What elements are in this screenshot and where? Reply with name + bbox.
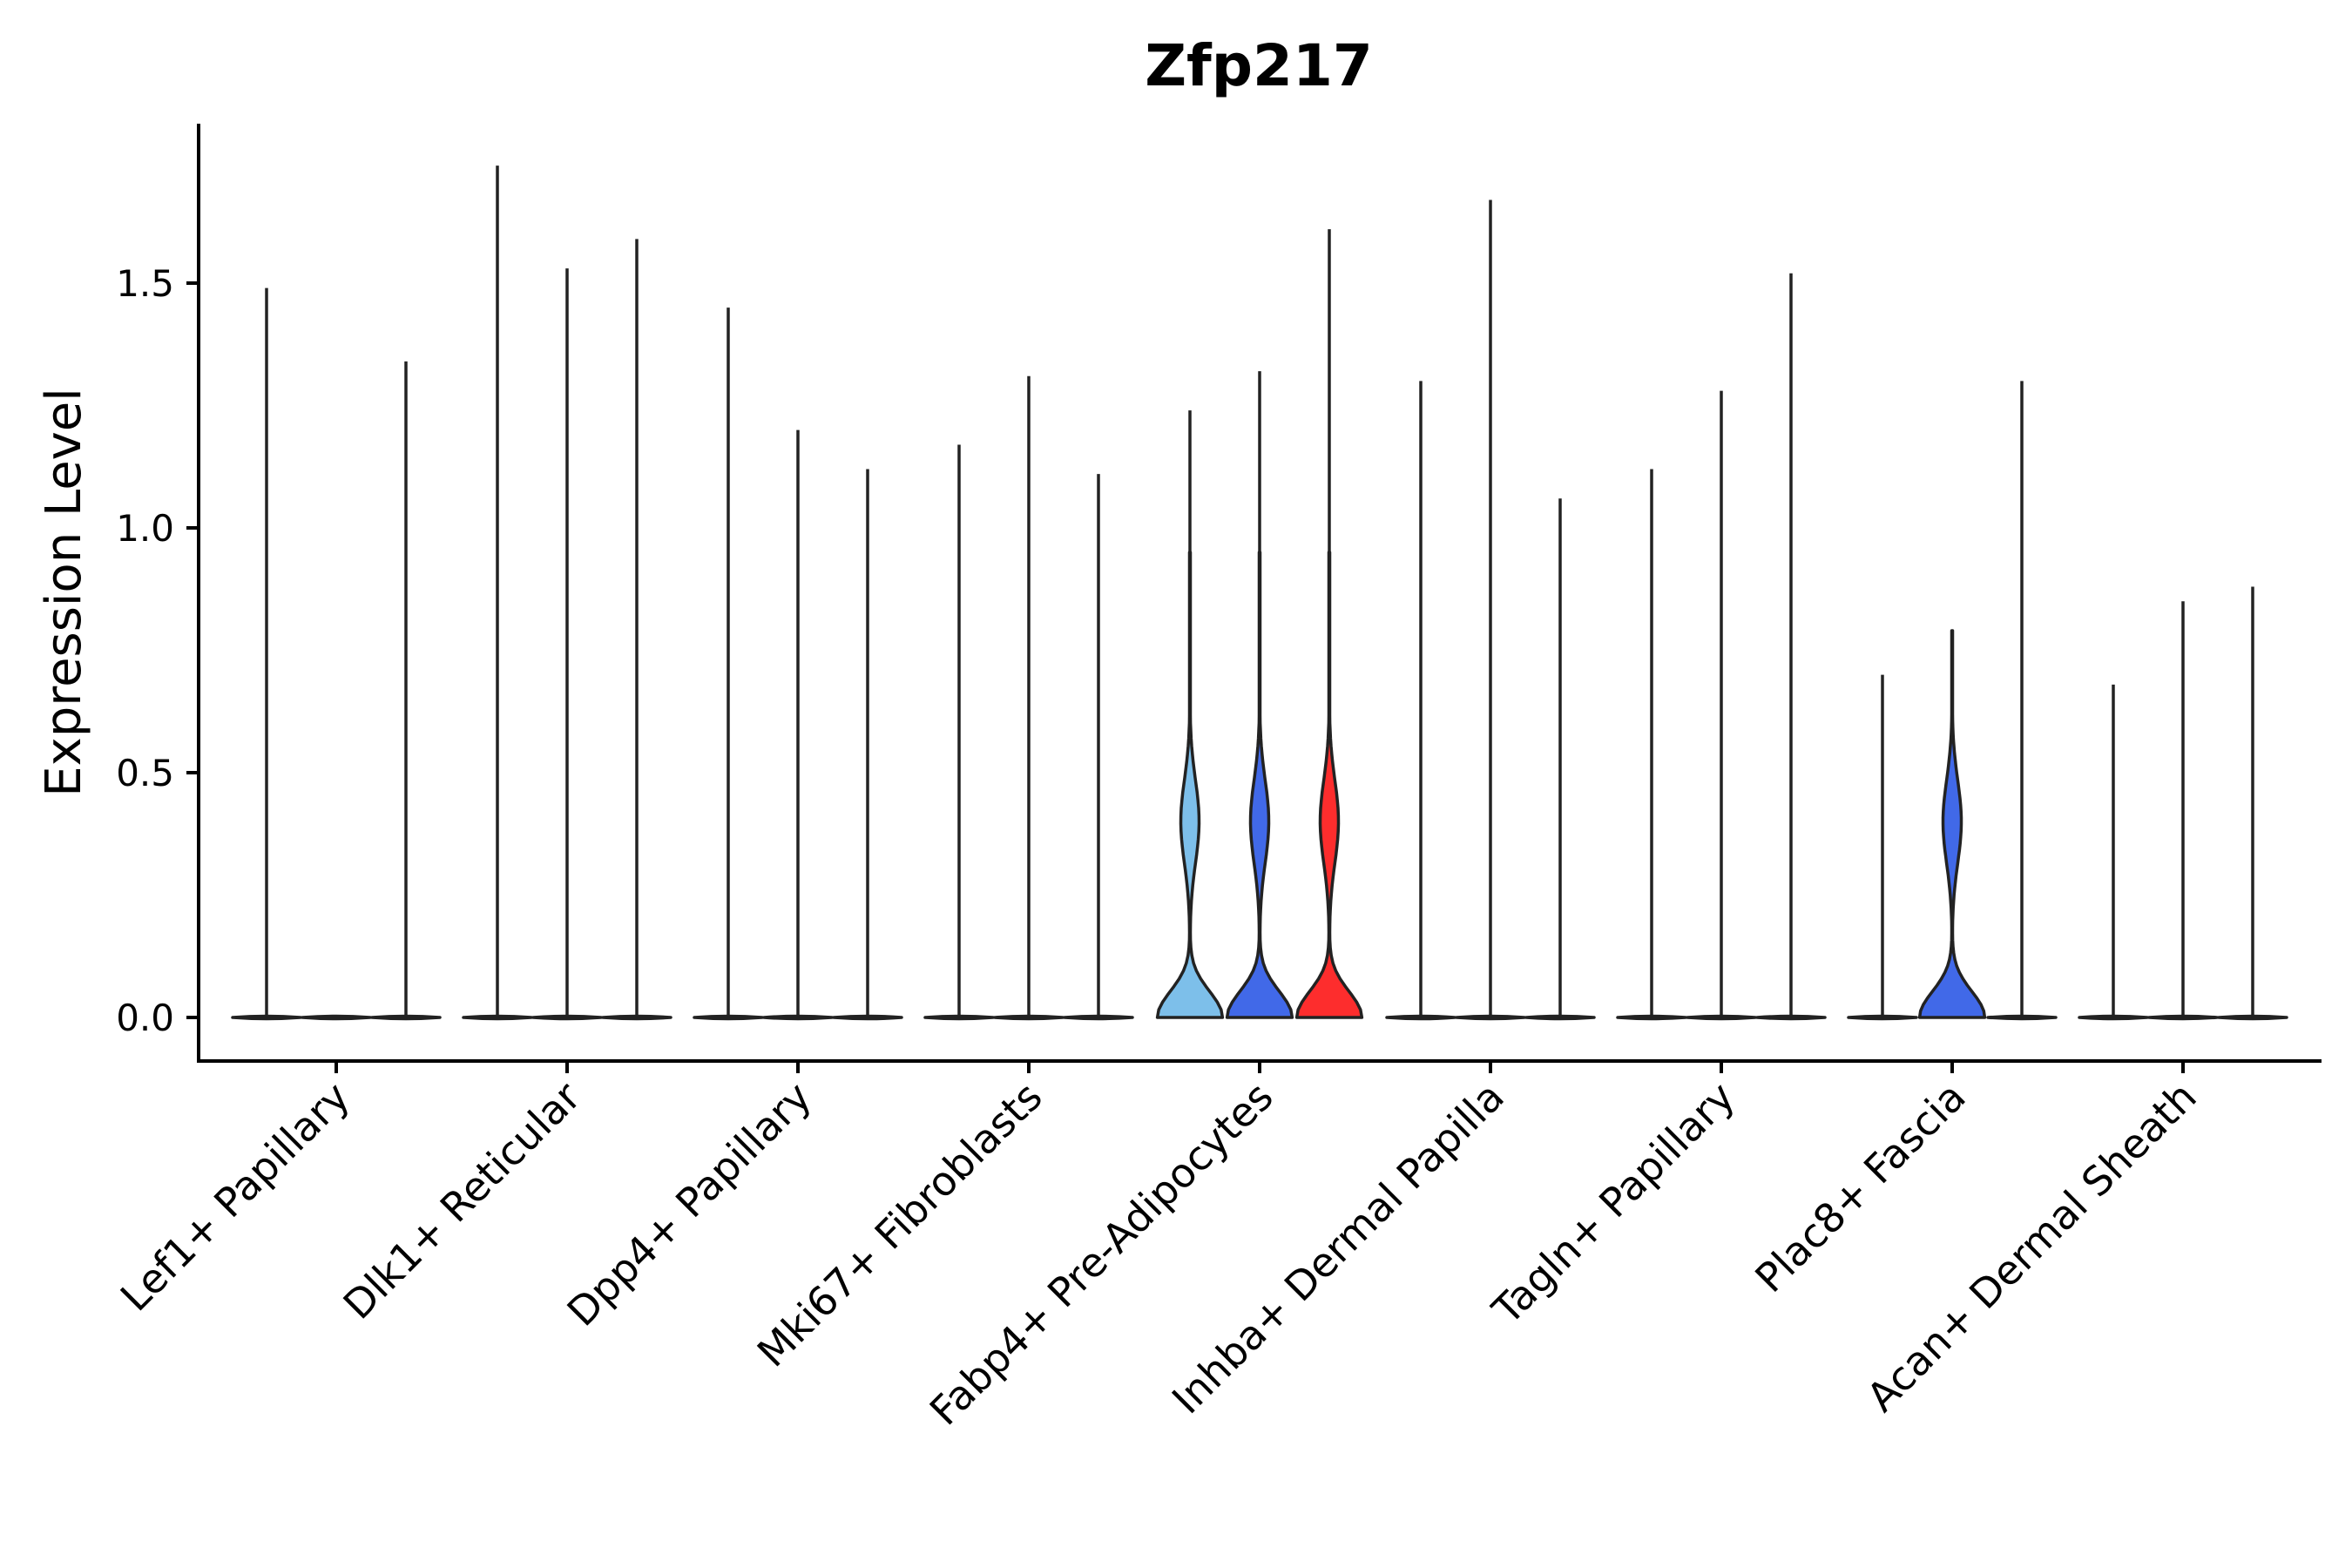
x-tick-label: Dpp4+ Papillary [558, 1073, 821, 1335]
violin-shape [1616, 1014, 1687, 1021]
y-tick-label: 1.0 [116, 507, 174, 550]
violin-shape [1385, 1014, 1456, 1021]
violin-shape [1986, 1014, 2058, 1021]
violins-layer [231, 166, 2288, 1021]
violin-shape [462, 1014, 533, 1021]
violin-shape [1155, 551, 1225, 1019]
violin-shape [1686, 1014, 1757, 1021]
violin-shape [2217, 1014, 2288, 1021]
violin-shape [993, 1014, 1064, 1021]
violin-shape [531, 1014, 603, 1021]
violin-shape [832, 1014, 903, 1021]
x-tick-label: Tagln+ Papillary [1483, 1073, 1744, 1335]
violin-shape [2078, 1014, 2149, 1021]
violin-shape [601, 1014, 672, 1021]
x-tick-label: Dlk1+ Reticular [335, 1073, 590, 1328]
violin-shape [301, 1014, 372, 1021]
violin-shape [1847, 1014, 1918, 1021]
violin-shape [1755, 1014, 1827, 1021]
x-tick-label: Plac8+ Fascia [1746, 1073, 1974, 1301]
violin-shape [1524, 1014, 1596, 1021]
y-tick-label: 0.0 [116, 997, 174, 1039]
y-axis-label: Expression Level [36, 388, 92, 797]
violin-shape [1225, 551, 1294, 1019]
violin-shape [1063, 1014, 1134, 1021]
violin-shape [1294, 551, 1364, 1019]
violin-shape [693, 1014, 764, 1021]
y-ticks: 0.0 0.5 1.0 1.5 [116, 262, 199, 1039]
violin-shape [1917, 629, 1987, 1019]
violin-shape [1455, 1014, 1526, 1021]
violin-shape [762, 1014, 834, 1021]
chart-title: Zfp217 [1145, 32, 1373, 99]
violin-shape [2147, 1014, 2219, 1021]
y-tick-label: 1.5 [116, 262, 174, 305]
y-tick-label: 0.5 [116, 752, 174, 794]
violin-shape [231, 1014, 302, 1021]
violin-shape [370, 1014, 442, 1021]
x-tick-label: Lef1+ Papillary [112, 1073, 359, 1321]
violin-shape [923, 1014, 995, 1021]
